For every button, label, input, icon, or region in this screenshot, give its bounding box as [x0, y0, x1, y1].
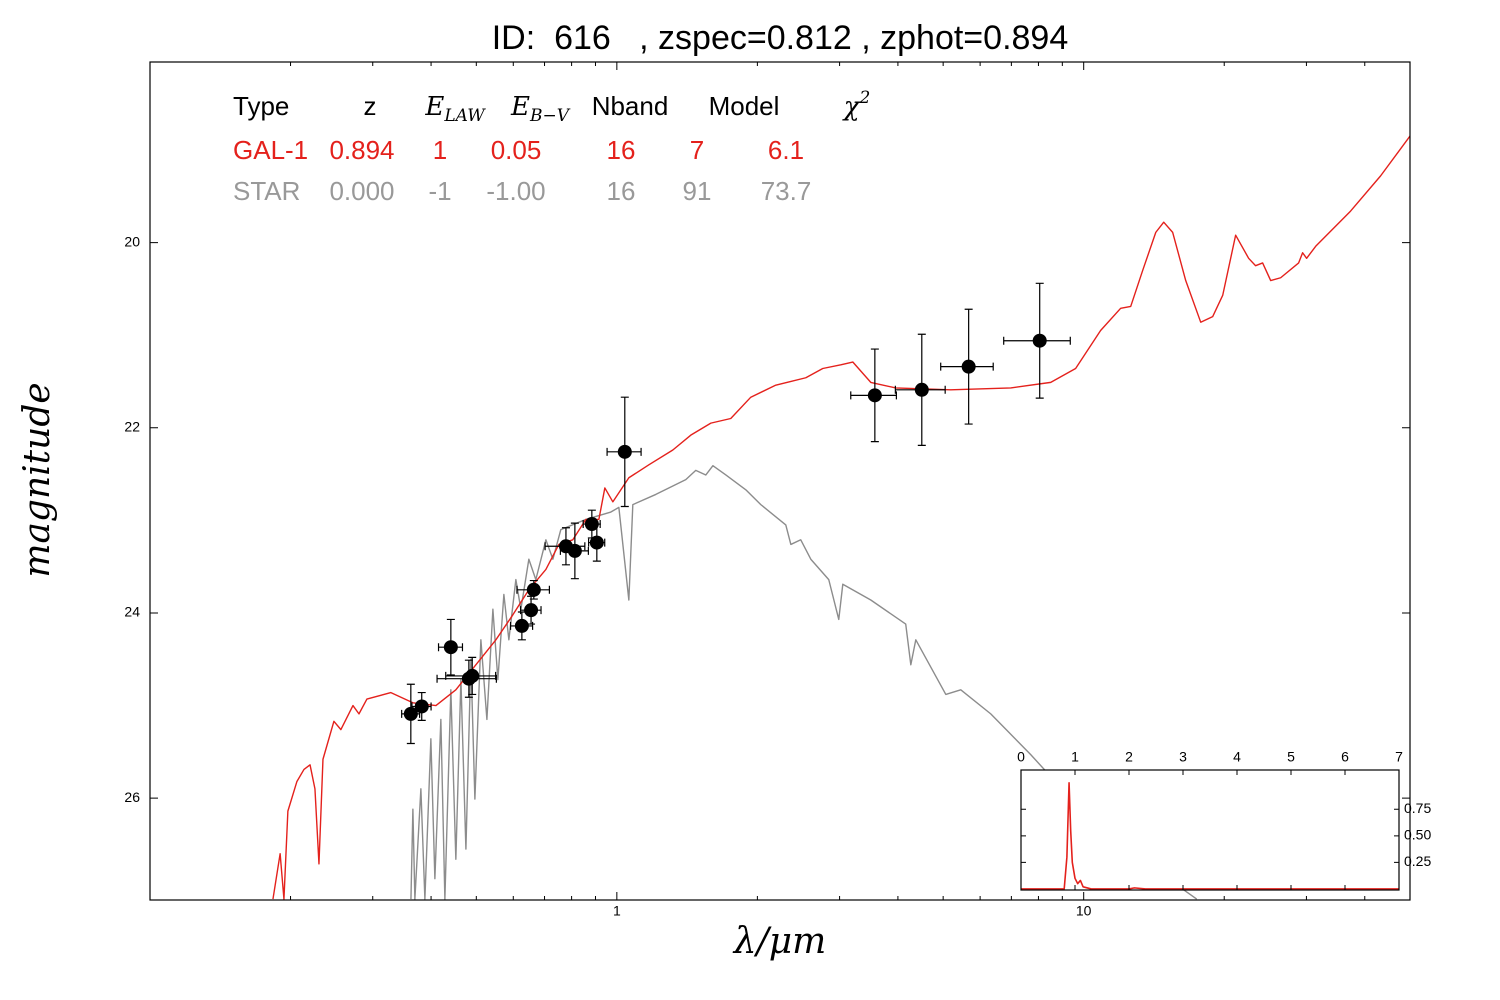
x-tick-label: 0 — [1017, 749, 1025, 765]
photometry-point — [567, 543, 582, 558]
table-header: z — [364, 91, 377, 121]
inset-frame — [1020, 769, 1400, 891]
x-tick-label: 6 — [1341, 749, 1349, 765]
photometry-point — [524, 603, 539, 618]
photometry-point — [914, 382, 929, 397]
x-tick-label: 2 — [1125, 749, 1133, 765]
table-cell: 1 — [433, 135, 447, 165]
header-subscript: LAW — [443, 106, 486, 126]
photometry-point — [589, 535, 604, 550]
table-cell: 7 — [690, 135, 704, 165]
table-cell: 6.1 — [768, 135, 804, 165]
table-cell: GAL-1 — [233, 135, 308, 165]
table-header: EB−V — [510, 92, 571, 126]
y-tick-label: 20 — [124, 233, 140, 249]
header-symbol: E — [510, 92, 530, 122]
y-tick-label: 0.75 — [1404, 800, 1431, 816]
photometry-point — [465, 668, 480, 683]
table-cell: 0.000 — [329, 176, 394, 206]
plot-area — [272, 135, 1410, 900]
photometry-point — [1032, 333, 1047, 348]
x-tick-label: 1 — [613, 903, 621, 919]
header-text: Model — [709, 91, 780, 121]
x-tick-label: 5 — [1287, 749, 1295, 765]
y-tick-label: 0.50 — [1404, 827, 1431, 843]
header-symbol: χ — [842, 92, 862, 122]
inset-plot-area — [1021, 781, 1399, 890]
table-header: ELAW — [424, 92, 486, 126]
table-cell: 91 — [683, 176, 712, 206]
table-header: Type — [233, 91, 289, 121]
header-text: Nband — [592, 91, 669, 121]
y-axis-label: magnitude — [17, 382, 58, 577]
table-cell: 73.7 — [761, 176, 812, 206]
x-tick-label: 3 — [1179, 749, 1187, 765]
model-line — [272, 135, 1410, 900]
header-symbol: E — [424, 92, 444, 122]
x-axis-label: λ/μm — [732, 921, 826, 962]
header-text: Type — [233, 91, 289, 121]
table-cell: 0.894 — [329, 135, 394, 165]
table-cell: 16 — [607, 135, 636, 165]
photometry-point — [961, 359, 976, 374]
photometry-point — [526, 582, 541, 597]
table-cell: -1.00 — [486, 176, 545, 206]
x-tick-label: 10 — [1076, 903, 1092, 919]
table-header: Nband — [592, 91, 669, 121]
chart-title: ID: 616 , zspec=0.812 , zphot=0.894 — [492, 19, 1069, 57]
table-header: Model — [709, 91, 780, 121]
x-tick-label: 4 — [1233, 749, 1241, 765]
inset-background — [1021, 770, 1399, 890]
table-cell: -1 — [428, 176, 451, 206]
photometry-point — [584, 517, 599, 532]
table-cell: STAR — [233, 176, 300, 206]
table-cell: 0.05 — [491, 135, 542, 165]
y-tick-label: 26 — [124, 789, 140, 805]
header-superscript: 2 — [858, 88, 870, 108]
y-tick-label: 22 — [124, 418, 140, 434]
photometry-point — [514, 618, 529, 633]
inset-ticks: 0 1 2 3 4 5 6 7 0.25 0.50 0.75 — [1017, 749, 1431, 890]
photometry-point — [867, 388, 882, 403]
photometry-point — [414, 699, 429, 714]
table-cell: 16 — [607, 176, 636, 206]
model-line — [410, 465, 1198, 900]
photometry-point — [443, 640, 458, 655]
header-text: z — [364, 91, 377, 121]
y-tick-label: 24 — [124, 604, 140, 620]
photometry-point — [617, 444, 632, 459]
table-header: χ2 — [842, 88, 871, 123]
photometry-point — [403, 706, 418, 721]
axes-frame — [149, 61, 1411, 901]
model-line — [1021, 781, 1399, 890]
x-tick-label: 7 — [1395, 749, 1403, 765]
y-tick-label: 0.25 — [1404, 853, 1431, 869]
x-tick-label: 1 — [1071, 749, 1079, 765]
header-subscript: B−V — [529, 106, 571, 126]
